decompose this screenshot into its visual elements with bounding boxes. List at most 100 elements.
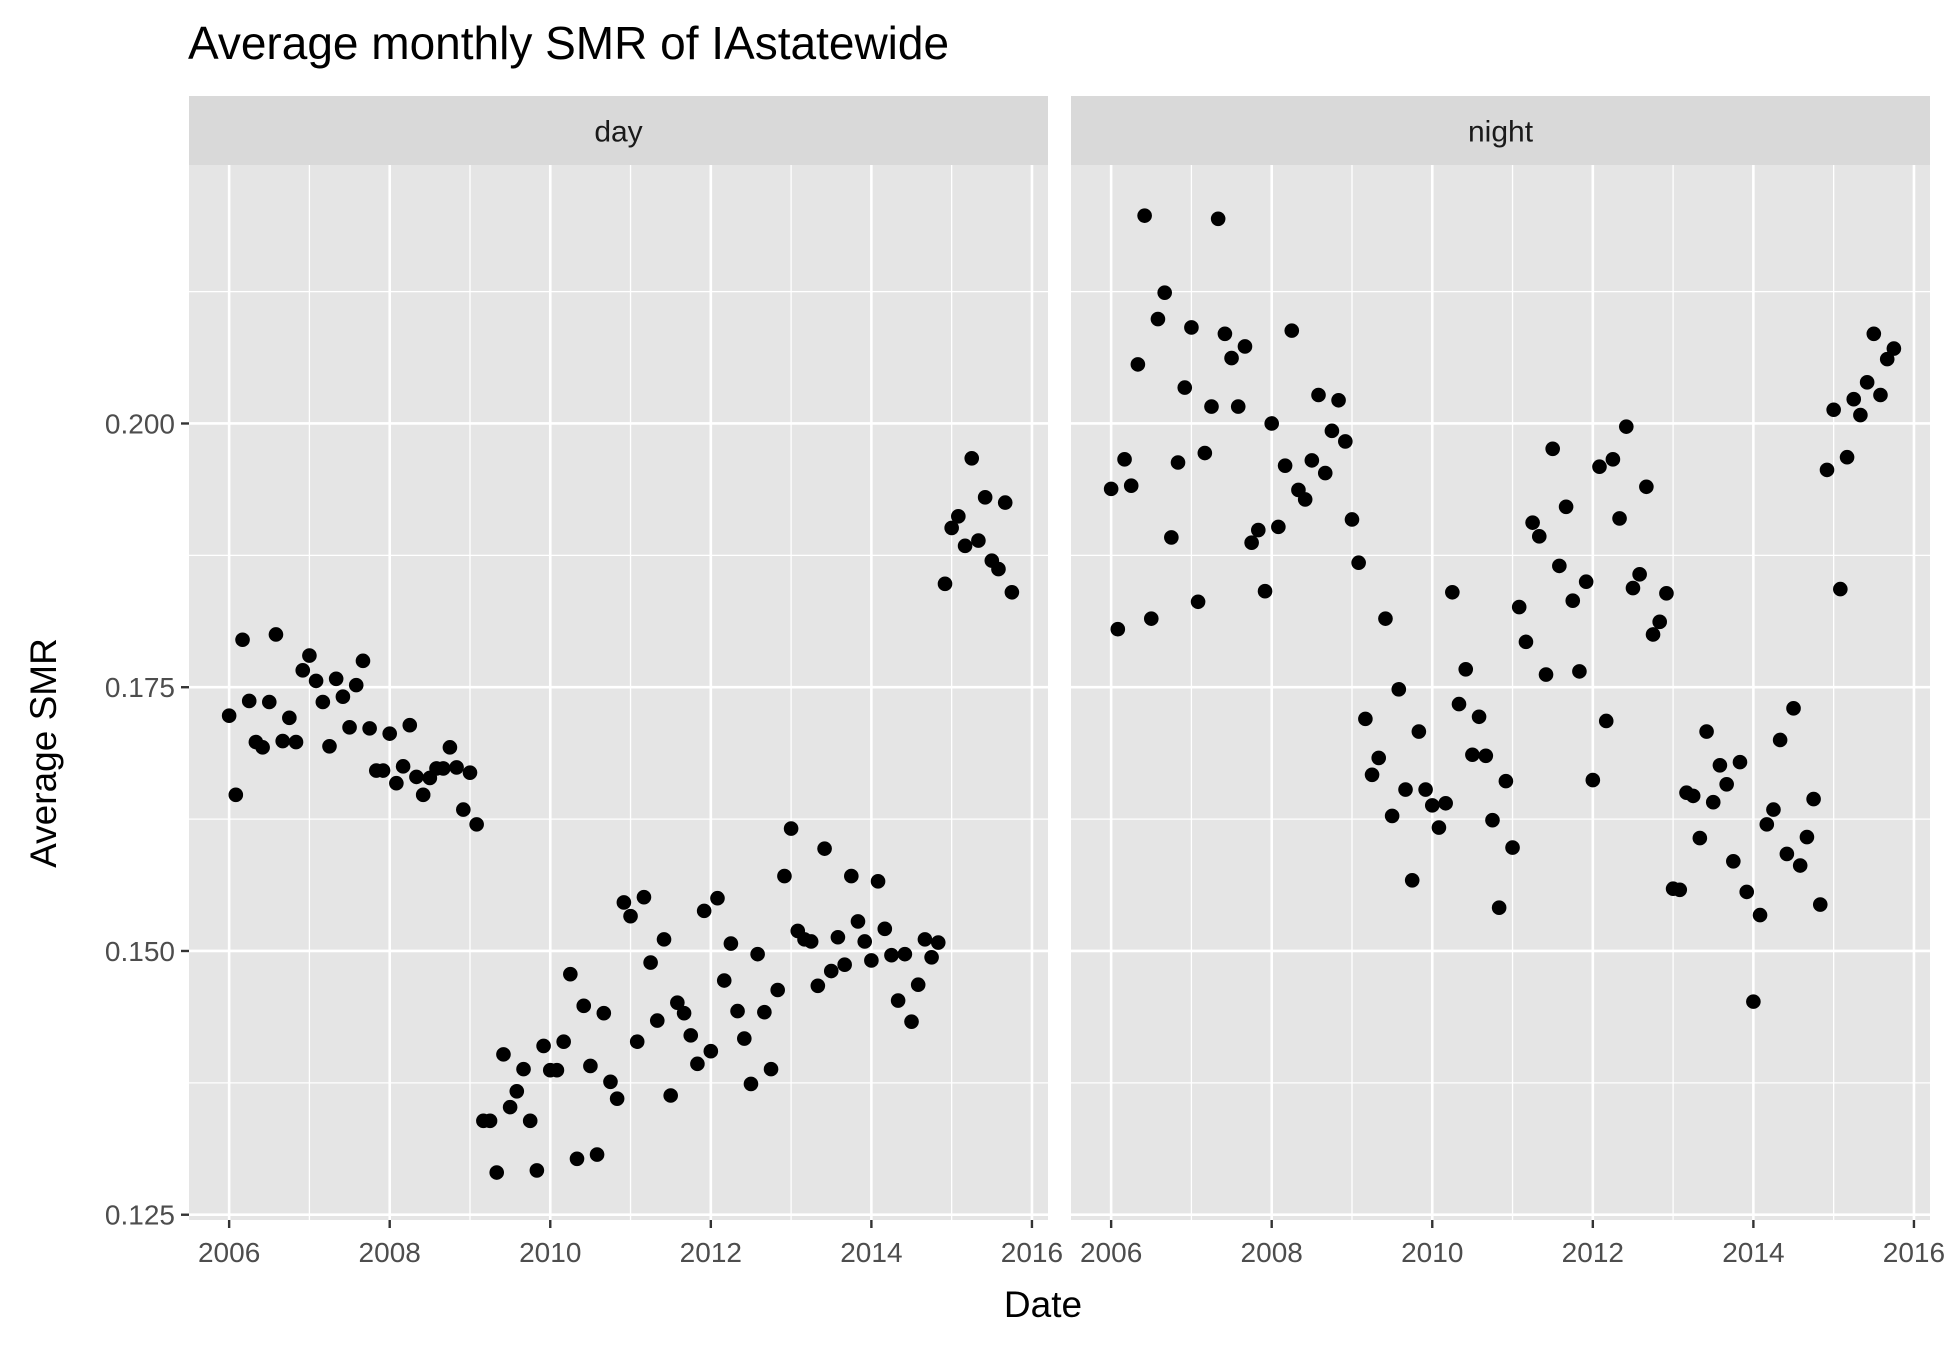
data-point — [549, 1062, 565, 1078]
facet-panel-day: day 2006 2008 2010 2012 2014 2016 — [189, 96, 1063, 1268]
y-tick-label: 0.125 — [105, 1200, 175, 1231]
data-point — [1558, 499, 1574, 515]
data-point — [1197, 445, 1213, 461]
data-point — [1004, 584, 1020, 600]
x-tick-label: 2014 — [1722, 1237, 1784, 1268]
data-point — [1471, 709, 1487, 725]
data-point — [830, 929, 846, 945]
data-point — [1652, 614, 1667, 630]
data-point — [556, 1034, 571, 1050]
data-point — [1311, 387, 1326, 403]
data-point — [1598, 713, 1614, 729]
x-tick-label: 2010 — [1401, 1237, 1463, 1268]
data-point — [1324, 423, 1340, 439]
data-point — [1123, 478, 1139, 494]
chart-title: Average monthly SMR of IAstatewide — [188, 17, 949, 69]
data-point — [1759, 817, 1775, 832]
data-point — [1411, 724, 1427, 739]
data-point — [288, 734, 304, 750]
data-point — [1866, 326, 1882, 342]
data-point — [1230, 399, 1246, 414]
facet-panel-night: night 2006 2008 2010 2012 2014 2016 — [1071, 96, 1945, 1268]
facet-panels: day 2006 2008 2010 2012 2014 2016 night 2006 2008… — [189, 96, 1945, 1268]
data-point — [609, 1091, 625, 1106]
data-point — [295, 663, 311, 678]
data-point — [1204, 399, 1219, 414]
data-point — [1618, 419, 1634, 434]
data-point — [482, 1113, 498, 1129]
data-point — [522, 1113, 538, 1129]
data-point — [1271, 519, 1286, 535]
data-point — [1210, 211, 1226, 227]
data-point — [703, 1043, 719, 1059]
data-point — [596, 1005, 612, 1021]
data-point — [322, 739, 337, 754]
y-tick-label: 0.200 — [105, 408, 175, 439]
panel-background — [189, 165, 1048, 1220]
data-point — [449, 760, 464, 775]
data-point — [1250, 522, 1266, 538]
data-point — [1458, 661, 1474, 677]
data-point — [228, 787, 244, 803]
data-point — [261, 694, 277, 710]
data-point — [1812, 897, 1828, 912]
data-point — [1705, 794, 1721, 810]
data-point — [348, 677, 364, 693]
data-point — [1103, 481, 1119, 497]
data-point — [716, 973, 732, 988]
data-point — [730, 1003, 745, 1019]
data-point — [415, 787, 431, 803]
data-point — [1264, 416, 1280, 431]
data-point — [1331, 392, 1346, 408]
data-point — [1277, 458, 1293, 473]
data-point — [663, 1088, 678, 1103]
data-point — [442, 740, 458, 755]
data-point — [656, 932, 672, 947]
data-point — [837, 957, 852, 972]
data-point — [1117, 452, 1132, 467]
y-tick-label: 0.150 — [105, 936, 175, 967]
x-tick-label: 2012 — [1562, 1237, 1624, 1268]
data-point — [1819, 462, 1835, 478]
data-point — [569, 1151, 585, 1167]
data-point — [1364, 767, 1380, 783]
y-axis: 0.125 0.150 0.175 0.200 — [105, 408, 189, 1231]
data-point — [1846, 391, 1862, 407]
data-point — [355, 653, 371, 669]
data-point — [1505, 840, 1520, 855]
data-point — [469, 817, 484, 832]
data-point — [221, 708, 237, 724]
data-point — [643, 955, 658, 970]
data-point — [1833, 581, 1848, 597]
data-point — [1511, 599, 1527, 615]
x-tick-label: 2012 — [680, 1237, 742, 1268]
data-point — [917, 932, 933, 947]
data-point — [1485, 812, 1500, 828]
data-point — [1873, 387, 1888, 403]
data-point — [1378, 611, 1393, 626]
data-point — [1217, 326, 1233, 342]
data-point — [1752, 907, 1768, 923]
data-point — [1739, 884, 1755, 900]
data-point — [1257, 583, 1273, 599]
data-point — [335, 689, 351, 705]
data-point — [971, 533, 986, 548]
data-point — [1632, 567, 1647, 582]
data-point — [1465, 747, 1480, 763]
data-point — [649, 1013, 665, 1028]
data-point — [1799, 829, 1815, 845]
data-point — [1438, 795, 1453, 811]
data-point — [435, 761, 451, 776]
data-point — [1297, 492, 1313, 507]
data-point — [1779, 846, 1795, 862]
data-point — [1859, 375, 1875, 390]
data-point — [1358, 711, 1373, 727]
data-point — [1317, 465, 1333, 481]
data-point — [743, 1076, 759, 1092]
data-point — [1244, 535, 1259, 550]
data-point — [502, 1099, 518, 1115]
data-point — [930, 935, 946, 950]
data-point — [897, 946, 913, 962]
data-point — [315, 694, 331, 710]
data-point — [1157, 285, 1172, 300]
